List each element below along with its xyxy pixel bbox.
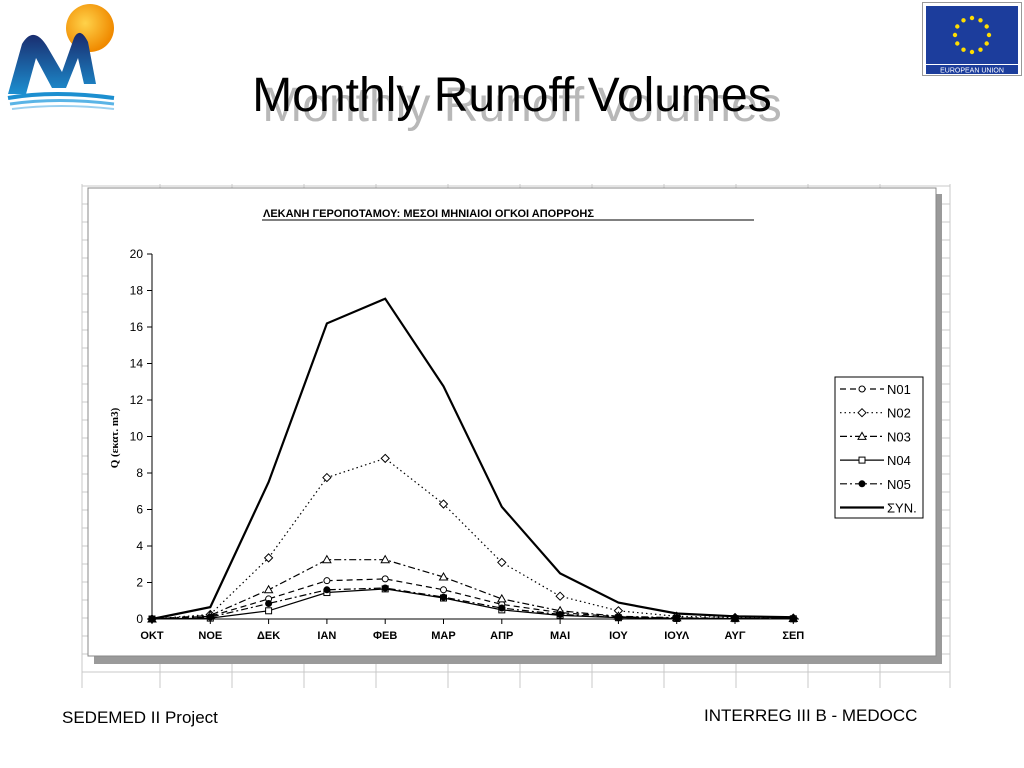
y-axis-label: Q (εκατ. m3) <box>109 407 121 468</box>
data-point-n04 <box>265 607 273 615</box>
eu-star <box>984 41 989 46</box>
chart-title: ΛΕΚΑΝΗ ΓΕΡΟΠΟΤΑΜΟΥ: ΜΕΣΟΙ ΜΗΝΙΑΙΟΙ ΟΓΚΟΙ… <box>263 208 594 220</box>
data-point-n05 <box>265 599 273 607</box>
footer-program-name: INTERREG III B - MEDOCC <box>704 706 918 725</box>
legend-marker-n03 <box>857 431 867 440</box>
x-tick-label: ΦΕΒ <box>373 630 397 642</box>
x-tick-label: ΙΟΥΛ <box>664 630 690 642</box>
legend-label-n02: N02 <box>887 406 911 421</box>
x-tick-label: ΔΕΚ <box>257 630 280 642</box>
data-point-n02 <box>438 499 449 509</box>
eu-star <box>978 47 983 52</box>
y-tick-label: 6 <box>136 503 143 517</box>
y-tick-label: 4 <box>136 539 143 553</box>
data-point-n05 <box>498 604 506 612</box>
eu-star <box>986 32 992 38</box>
data-point-n05 <box>673 614 681 622</box>
eu-star <box>969 15 975 21</box>
footer-project-name: SEDEMED II Project <box>62 708 218 727</box>
series-line-n04 <box>151 588 794 620</box>
eu-star <box>984 24 989 29</box>
y-tick-label: 14 <box>130 357 144 371</box>
eu-star <box>978 18 983 23</box>
series-line-n02 <box>151 457 794 620</box>
data-point-n05 <box>206 613 214 621</box>
x-tick-label: ΑΥΓ <box>725 630 746 642</box>
x-tick-label: ΟΚΤ <box>140 630 164 642</box>
eu-star <box>952 32 958 38</box>
legend-marker-n05 <box>858 480 866 488</box>
data-point-n03 <box>496 593 507 603</box>
series-line-n03 <box>151 559 794 620</box>
legend-label-total: ΣΥΝ. <box>887 501 917 516</box>
eu-flag-icon: EUROPEAN UNION <box>922 2 1022 76</box>
legend <box>834 376 924 519</box>
chart-area <box>87 187 937 657</box>
series-line-total <box>151 297 794 621</box>
y-tick-label: 8 <box>136 466 143 480</box>
x-tick-label: ΜΑΡ <box>431 630 455 642</box>
data-point-n02 <box>497 557 507 568</box>
eu-star <box>969 49 975 55</box>
data-point-n03 <box>322 554 332 564</box>
data-point-n05 <box>440 593 447 601</box>
slide-title-shadow: Monthly Runoff Volumes <box>262 79 782 132</box>
data-point-n03 <box>438 572 449 581</box>
x-tick-label: ΙΟΥ <box>609 630 628 642</box>
legend-marker-n01 <box>858 385 866 393</box>
x-tick-label: ΑΠΡ <box>490 630 513 642</box>
legend-label-n03: N03 <box>887 429 911 444</box>
data-point-n01 <box>440 586 447 594</box>
data-point-n05 <box>381 584 389 592</box>
y-tick-label: 20 <box>130 247 144 261</box>
legend-label-n04: N04 <box>887 453 911 468</box>
data-point-n05 <box>614 614 622 622</box>
data-point-n05 <box>323 586 331 594</box>
legend-label-n05: N05 <box>887 477 911 492</box>
data-point-n03 <box>380 554 391 564</box>
y-tick-label: 12 <box>130 393 144 407</box>
data-point-n05 <box>556 610 564 618</box>
y-tick-label: 18 <box>130 284 144 298</box>
x-tick-label: ΙΑΝ <box>317 630 336 642</box>
series-line-n05 <box>151 587 794 620</box>
y-tick-label: 16 <box>130 320 144 334</box>
y-tick-label: 0 <box>136 612 143 626</box>
legend-marker-n02 <box>857 407 867 418</box>
legend-label-n01: N01 <box>887 382 911 397</box>
y-tick-label: 10 <box>130 430 144 444</box>
x-tick-label: ΜΑΙ <box>550 630 570 642</box>
eu-star <box>955 24 960 29</box>
x-tick-label: ΝΟΕ <box>198 630 222 642</box>
data-point-n01 <box>323 577 331 585</box>
data-point-n02 <box>322 472 332 483</box>
series-total <box>151 297 794 621</box>
y-tick-label: 2 <box>136 576 143 590</box>
project-logo <box>4 2 120 114</box>
eu-label: EUROPEAN UNION <box>940 68 1004 75</box>
data-point-n01 <box>381 575 389 583</box>
x-tick-label: ΣΕΠ <box>782 630 804 642</box>
eu-star <box>955 41 960 46</box>
data-point-n02 <box>263 553 274 563</box>
slide-title-area: Monthly Runoff Volumes Monthly Runoff Vo… <box>0 62 1024 142</box>
legend-marker-n04 <box>858 456 866 464</box>
data-point-n02 <box>380 453 390 464</box>
data-point-n02 <box>555 591 565 601</box>
data-point-n03 <box>263 584 274 594</box>
eu-star <box>961 18 966 23</box>
slide-title: Monthly Runoff Volumes <box>252 69 772 122</box>
runoff-chart: ΛΕΚΑΝΗ ΓΕΡΟΠΟΤΑΜΟΥ: ΜΕΣΟΙ ΜΗΝΙΑΙΟΙ ΟΓΚΟΙ… <box>81 184 951 688</box>
eu-star <box>961 47 966 52</box>
